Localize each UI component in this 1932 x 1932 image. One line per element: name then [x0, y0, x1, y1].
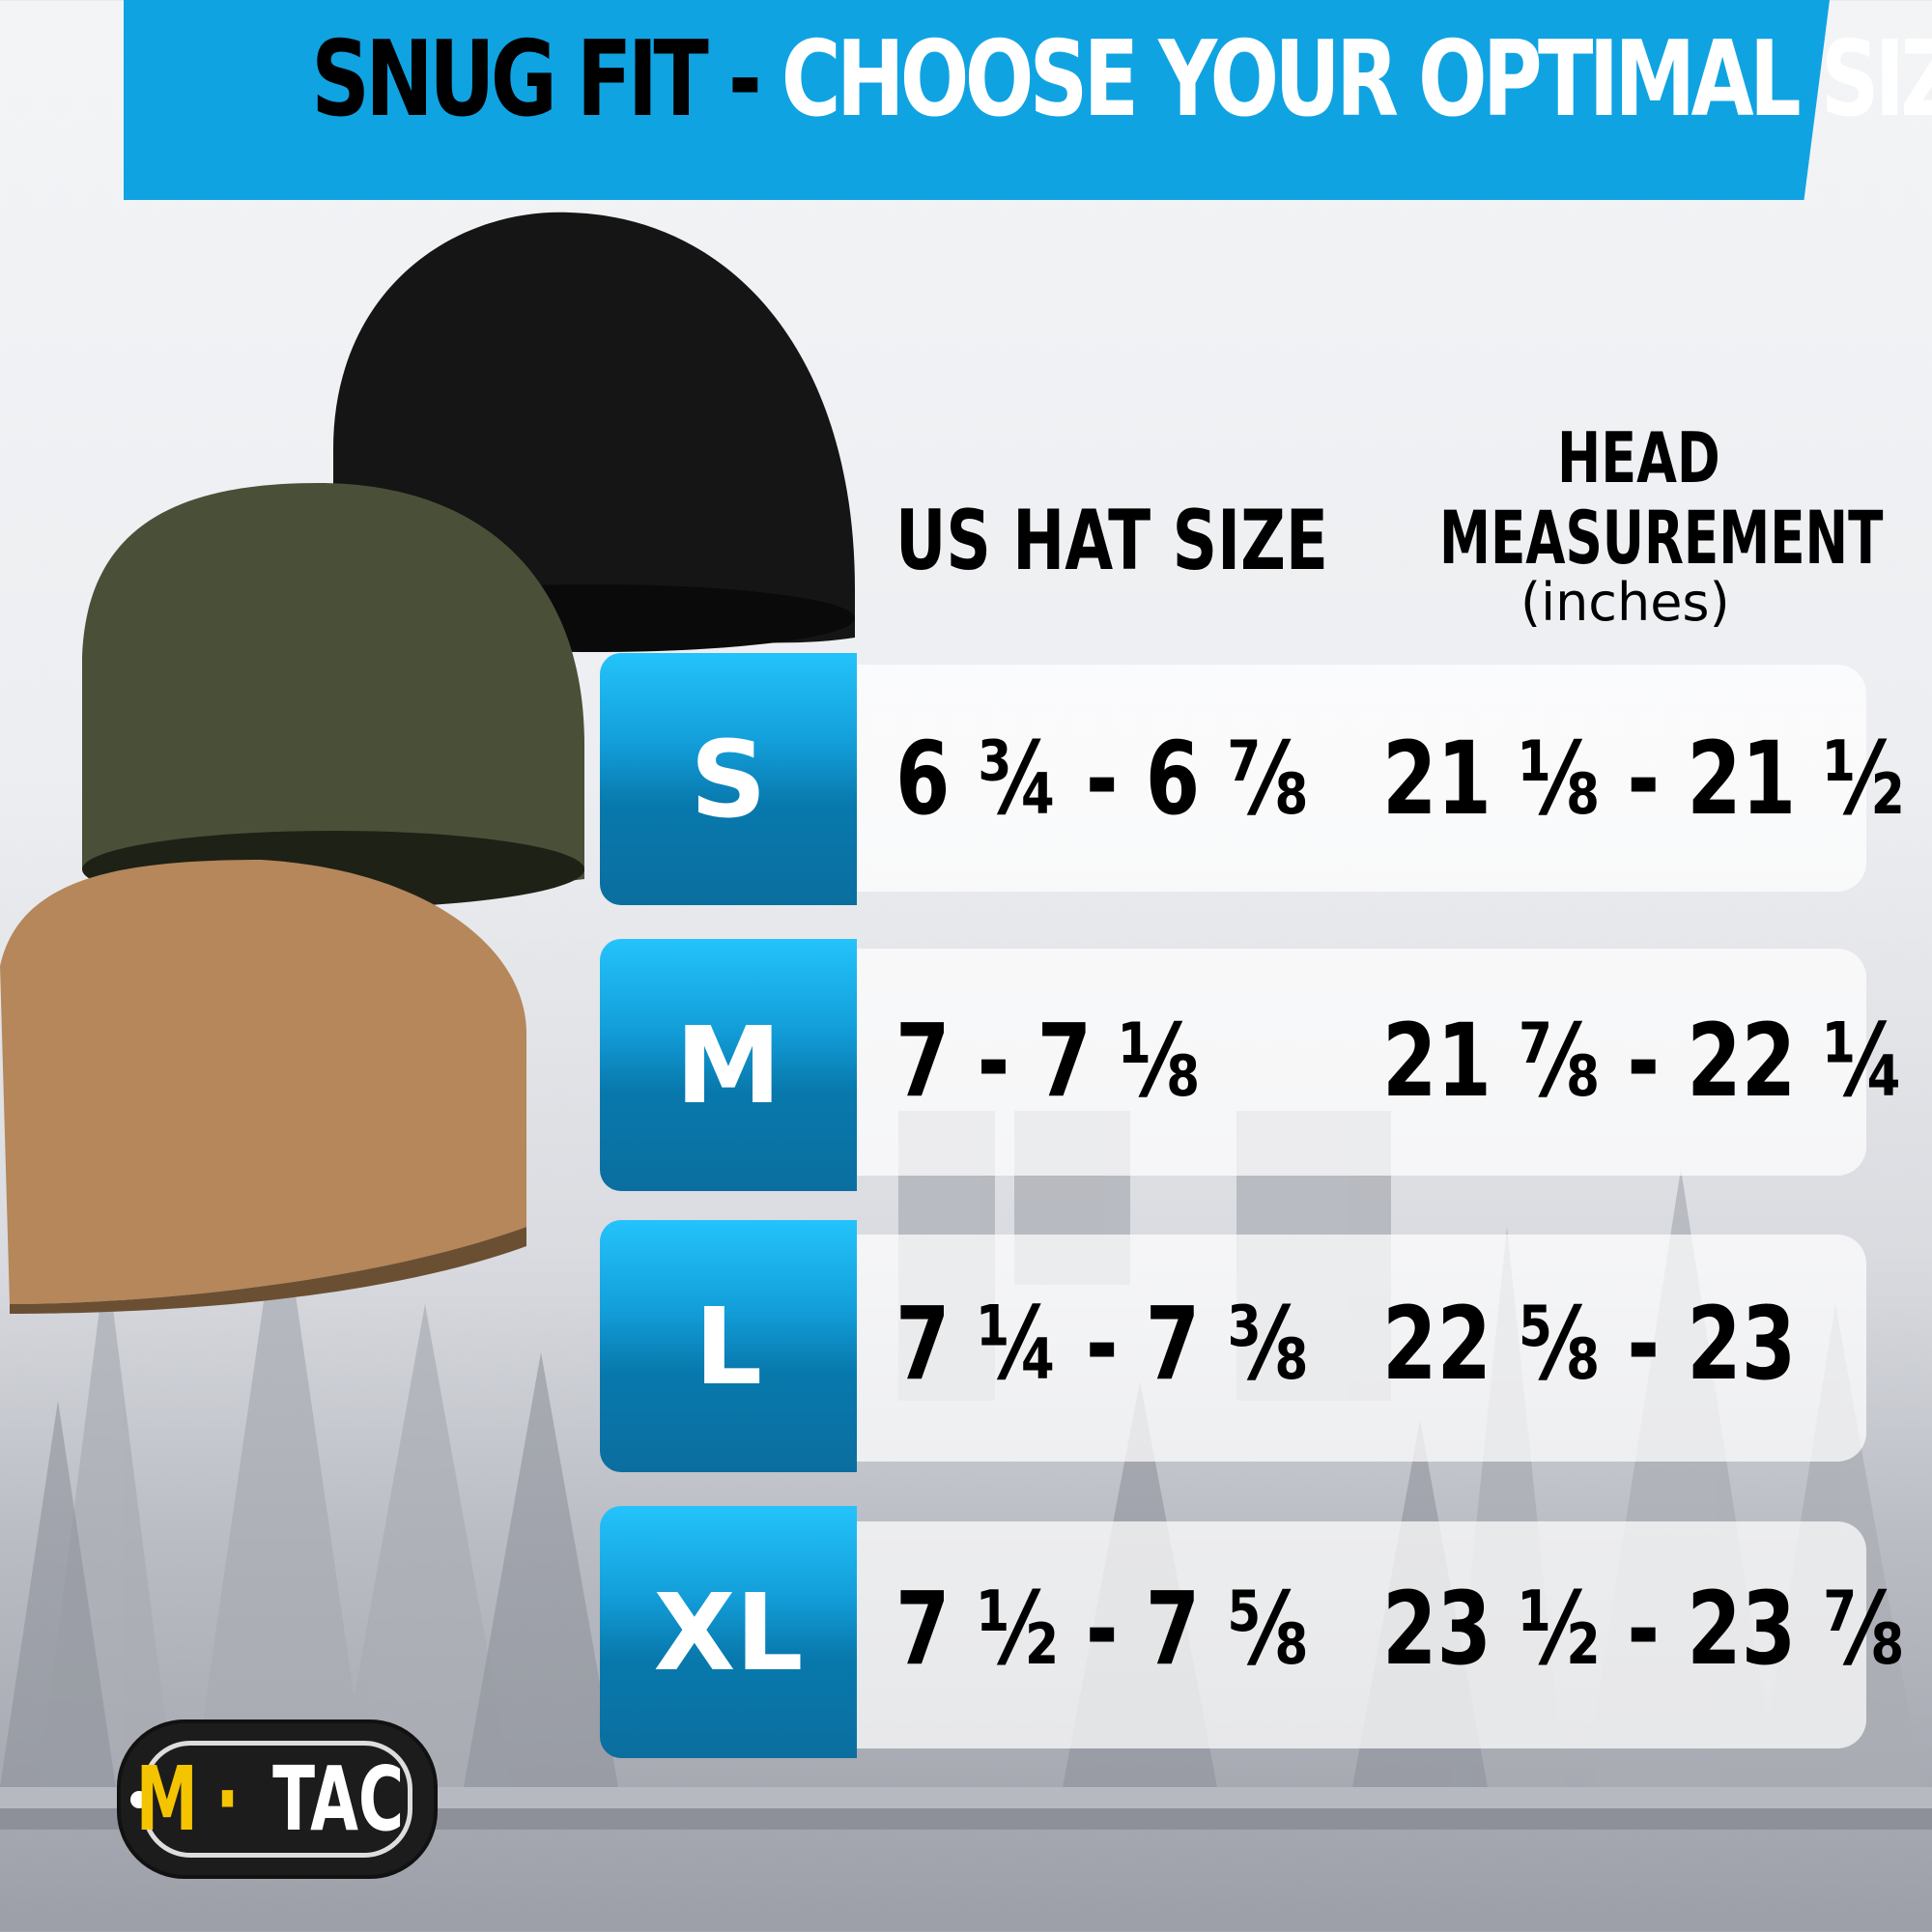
page-title: SNUG FIT - CHOOSE YOUR OPTIMAL SIZE	[311, 19, 1932, 140]
logo-dot: ·	[215, 1747, 240, 1851]
title-part2: CHOOSE YOUR OPTIMAL SIZE	[781, 19, 1932, 140]
head-size-l: 22 ⅝ - 23	[1382, 1285, 1797, 1403]
logo-tac: TAC	[272, 1747, 405, 1851]
hat-size-header: US HAT SIZE	[895, 493, 1328, 589]
size-label-m: M	[600, 939, 857, 1191]
head-size-s: 21 ⅛ - 21 ½	[1382, 720, 1905, 838]
ground-stripe	[0, 1787, 1932, 1808]
head-header-line1: HEAD	[1557, 417, 1720, 498]
logo-m: M	[135, 1747, 198, 1851]
hats-image	[0, 212, 855, 1314]
size-label-xl: XL	[600, 1506, 857, 1758]
row-band-m	[857, 949, 1866, 1176]
hat-size-l: 7 ¼ - 7 ⅜	[895, 1285, 1309, 1403]
head-header-unit: (inches)	[1520, 572, 1730, 633]
title-part1: SNUG FIT -	[311, 19, 762, 140]
hat-size-xl: 7 ½ - 7 ⅝	[895, 1570, 1309, 1688]
ground-stripe	[0, 1808, 1932, 1830]
title-banner	[124, 0, 1830, 200]
head-size-xl: 23 ½ - 23 ⅞	[1382, 1570, 1905, 1688]
size-label-l: L	[600, 1220, 857, 1472]
m-tac-logo: M · TAC	[117, 1719, 438, 1879]
head-header-line2: MEASUREMENT	[1439, 495, 1884, 581]
row-band-xl	[857, 1521, 1866, 1748]
hat-size-m: 7 - 7 ⅛	[895, 1002, 1201, 1120]
hat-size-s: 6 ¾ - 6 ⅞	[895, 720, 1309, 838]
coyote-hat	[0, 860, 526, 1314]
head-size-m: 21 ⅞ - 22 ¼	[1382, 1002, 1905, 1120]
size-label-s: S	[600, 653, 857, 905]
row-band-l	[857, 1235, 1866, 1462]
row-band-s	[857, 665, 1866, 892]
